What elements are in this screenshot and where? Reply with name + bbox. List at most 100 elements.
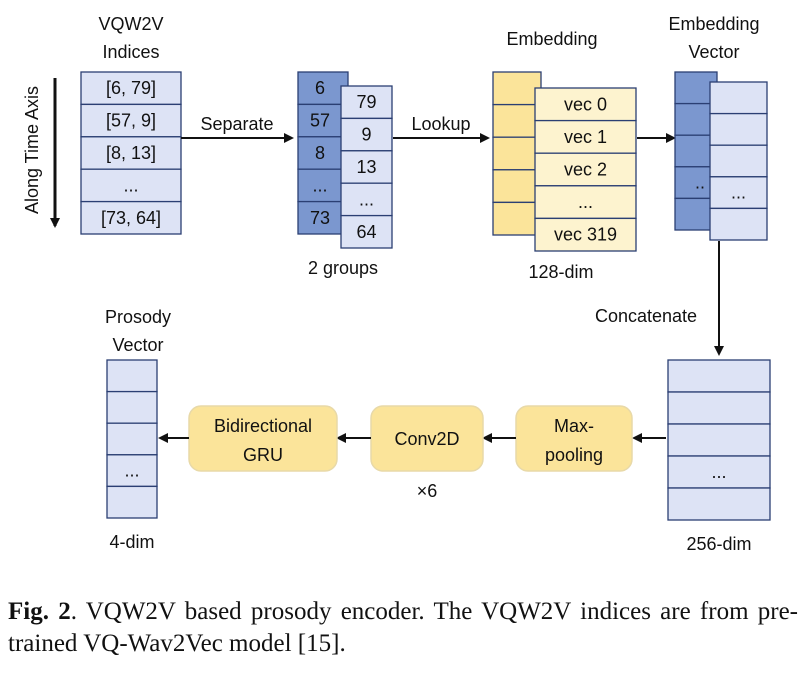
group-b-cell-label-4: 64	[356, 222, 376, 242]
concatenate-arrow: Concatenate	[595, 241, 724, 356]
group-a-cell-0	[297, 71, 349, 106]
prosody-encoder-diagram: Along Time Axis VQW2V Indices [6, 79] [57…	[22, 14, 771, 554]
emb-vec-cell-label-3: ...	[578, 192, 593, 212]
group-a-cell-label-0: 6	[315, 78, 325, 98]
conv2d-label: Conv2D	[394, 429, 459, 449]
concatenate-label: Concatenate	[595, 306, 697, 326]
conv2d-box: Conv2D ×6	[370, 405, 484, 501]
indices-column: [6, 79] [57, 9] [8, 13]... [73, 64]	[80, 71, 182, 235]
embedding-vector-title-line2: Vector	[688, 42, 739, 62]
emb-vec-cell-0	[534, 87, 637, 122]
prosody-column: ...	[106, 359, 158, 519]
concat-cell-1	[667, 391, 771, 425]
separate-arrow: Separate	[181, 114, 294, 143]
embedding-front-layer: vec 0 vec 1 vec 2... vec 319	[534, 87, 637, 252]
group-a-column: 6 57 8... 73	[297, 71, 349, 235]
index-cell-label-3: ...	[123, 175, 138, 195]
ev-front-cell-2	[709, 144, 768, 178]
embedding-table: Embedding vec 0 vec 1 vec 2... vec 319 128-…	[492, 29, 637, 282]
embedding-back-layer	[492, 71, 542, 236]
ev-back-cell-label-3: ..	[695, 173, 705, 193]
emb-vec-cell-4	[534, 217, 637, 252]
concat-cell-label-3: ...	[711, 462, 726, 482]
emb-vec-cell-1	[534, 119, 637, 154]
emb-back-cell-3	[492, 169, 542, 204]
ev-front-cell-0	[709, 81, 768, 115]
concat-vector: ... 256-dim	[667, 359, 771, 554]
group-a-cell-4	[297, 200, 349, 235]
emb-vec-cell-label-2: vec 2	[564, 160, 607, 180]
gru-label-line2: GRU	[243, 445, 283, 465]
emb-vec-cell-3	[534, 185, 637, 220]
two-groups: 6 57 8... 73 79 9 13... 64 2 groups	[297, 71, 393, 278]
group-b-cell-label-1: 9	[361, 125, 371, 145]
prosody-cell-1	[106, 390, 158, 424]
ev-front-cell-label-3: ...	[731, 183, 746, 203]
embedding-dim-label: 128-dim	[528, 262, 593, 282]
emb-vec-cell-2	[534, 152, 637, 187]
group-b-cell-label-2: 13	[356, 157, 376, 177]
figure-caption: Fig. 2. VQW2V based prosody encoder. The…	[8, 596, 798, 660]
group-a-cell-1	[297, 103, 349, 138]
prosody-cell-2	[106, 422, 158, 456]
index-cell-label-4: [73, 64]	[101, 208, 161, 228]
ev-front-cell-1	[709, 112, 768, 146]
group-b-cell-0	[340, 85, 393, 120]
maxpool-label-line2: pooling	[545, 445, 603, 465]
group-a-cell-label-4: 73	[310, 208, 330, 228]
ev-front-cell-4	[709, 207, 768, 241]
lookup-label: Lookup	[411, 114, 470, 134]
indices-title-line2: Indices	[102, 42, 159, 62]
group-a-cell-label-1: 57	[310, 111, 330, 131]
embedding-vector: Embedding Vector .. ...	[668, 14, 768, 241]
emb-back-cell-4	[492, 201, 542, 236]
emb-vec-cell-label-1: vec 1	[564, 127, 607, 147]
gru-label-line1: Bidirectional	[214, 416, 312, 436]
prosody-dim-label: 4-dim	[109, 532, 154, 552]
concat-cell-4	[667, 487, 771, 521]
bidirectional-gru-box: Bidirectional GRU	[188, 405, 338, 472]
emb-vec-cell-label-0: vec 0	[564, 94, 607, 114]
time-axis-label: Along Time Axis	[22, 86, 42, 214]
concat-dim-label: 256-dim	[686, 534, 751, 554]
prosody-cell-0	[106, 359, 158, 393]
prosody-title-line1: Prosody	[105, 307, 171, 327]
emb-back-cell-0	[492, 71, 542, 106]
separate-label: Separate	[200, 114, 273, 134]
group-a-cell-label-2: 8	[315, 143, 325, 163]
group-a-cell-label-3: ...	[312, 175, 327, 195]
index-cell-label-1: [57, 9]	[106, 111, 156, 131]
index-cell-4	[80, 200, 182, 235]
concat-cell-0	[667, 359, 771, 393]
group-b-column: 79 9 13... 64	[340, 85, 393, 249]
group-a-cell-3	[297, 168, 349, 203]
embedding-title: Embedding	[506, 29, 597, 49]
maxpool-label-line1: Max-	[554, 416, 594, 436]
prosody-vector: Prosody Vector ... 4-dim	[105, 307, 171, 552]
concat-column: ...	[667, 359, 771, 521]
emb-back-cell-1	[492, 103, 542, 138]
prosody-cell-label-3: ...	[124, 461, 139, 481]
group-b-cell-label-0: 79	[356, 92, 376, 112]
index-cell-label-0: [6, 79]	[106, 78, 156, 98]
prosody-cell-4	[106, 485, 158, 519]
maxpooling-box: Max- pooling	[515, 405, 633, 472]
caption-text: . VQW2V based prosody encoder. The VQW2V…	[8, 598, 798, 657]
time-axis: Along Time Axis	[22, 78, 60, 228]
index-cell-label-2: [8, 13]	[106, 143, 156, 163]
lookup-arrow: Lookup	[393, 114, 490, 143]
groups-label: 2 groups	[308, 258, 378, 278]
embedding-vector-front: ...	[709, 81, 768, 241]
emb-vec-cell-label-4: vec 319	[554, 225, 617, 245]
emb-back-cell-2	[492, 136, 542, 171]
concat-cell-2	[667, 423, 771, 457]
embedding-vector-title-line1: Embedding	[668, 14, 759, 34]
group-b-cell-2	[340, 150, 393, 184]
group-b-cell-label-3: ...	[359, 189, 374, 209]
group-b-cell-4	[340, 214, 393, 249]
figure-label: Fig. 2	[8, 598, 71, 625]
prosody-title-line2: Vector	[112, 335, 163, 355]
conv2d-repeat-label: ×6	[417, 481, 438, 501]
vqw2v-indices: VQW2V Indices [6, 79] [57, 9] [8, 13]... [7…	[80, 14, 182, 235]
indices-title-line1: VQW2V	[98, 14, 163, 34]
